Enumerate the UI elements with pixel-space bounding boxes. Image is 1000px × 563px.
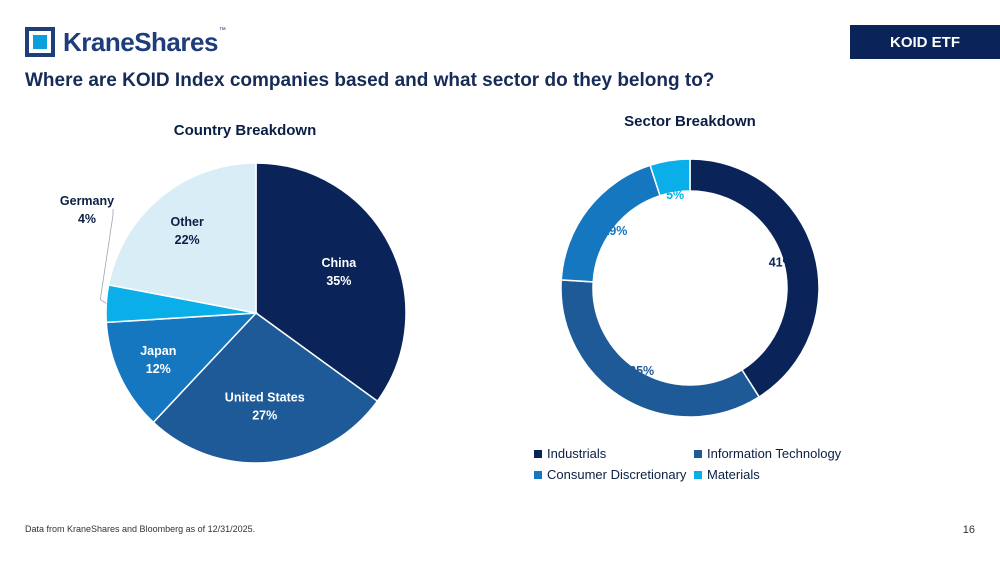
fund-ticker-badge: KOID ETF (850, 25, 1000, 59)
legend-item-materials: Materials (694, 467, 864, 482)
pie-slice-china (255, 162, 407, 403)
pie-label-china: China (321, 256, 357, 270)
pie-value-united-states: 27% (252, 409, 277, 423)
legend-swatch-information-technology (694, 449, 702, 458)
germany-leader-line (99, 209, 114, 304)
legend-label-materials: Materials (707, 467, 760, 482)
kraneshares-logo: KraneShares™ (25, 26, 226, 58)
legend-label-industrials: Industrials (547, 446, 607, 461)
legend-swatch-industrials (534, 449, 542, 458)
pie-value-china: 35% (326, 274, 351, 288)
pie-label-japan: Japan (140, 344, 176, 358)
pie-value-other: 22% (175, 233, 200, 247)
pie-label-other: Other (170, 215, 203, 229)
legend-swatch-consumer-discretionary (534, 470, 542, 479)
sector-chart-title: Sector Breakdown (624, 113, 756, 130)
legend-item-information-technology: Information Technology (694, 446, 864, 461)
pie-slice-japan (105, 312, 258, 424)
legend-label-consumer-discretionary: Consumer Discretionary (547, 467, 687, 482)
source-footnote: Data from KraneShares and Bloomberg as o… (25, 524, 256, 534)
donut-label-information-technology: 35% (629, 364, 654, 378)
pie-value-japan: 12% (146, 362, 171, 376)
page-number: 16 (962, 524, 975, 536)
pie-value-germany: 4% (78, 212, 96, 226)
page-headline: Where are KOID Index companies based and… (25, 70, 715, 91)
legend-item-industrials: Industrials (534, 446, 694, 461)
donut-label-industrials: 41% (769, 255, 794, 269)
donut-label-materials: 5% (666, 188, 684, 202)
kraneshares-logo-mark (25, 27, 55, 57)
donut-segment-industrials (689, 158, 820, 398)
country-chart-title: Country Breakdown (173, 122, 317, 139)
charts-canvas: China 35% United States 27% Japan 12% Germany 4… (60, 158, 820, 464)
pie-slice-united-states (152, 312, 379, 464)
sector-legend: Industrials Information Technology Consume… (534, 446, 864, 482)
pie-slice-other (107, 162, 257, 314)
legend-swatch-materials (694, 470, 702, 479)
legend-item-consumer-discretionary: Consumer Discretionary (534, 467, 694, 482)
donut-segment-materials (649, 158, 691, 197)
pie-label-united-states: United States (225, 391, 305, 405)
legend-label-information-technology: Information Technology (707, 446, 842, 461)
logo-wordmark: KraneShares™ (63, 26, 226, 57)
sector-donut-chart: 41% 35% 19% 5% (560, 158, 820, 418)
donut-segment-information-technology (560, 279, 761, 418)
donut-label-consumer-discretionary: 19% (602, 224, 627, 238)
pie-label-germany: Germany (60, 194, 114, 208)
country-pie-chart: China 35% United States 27% Japan 12% Germany 4… (60, 162, 407, 464)
